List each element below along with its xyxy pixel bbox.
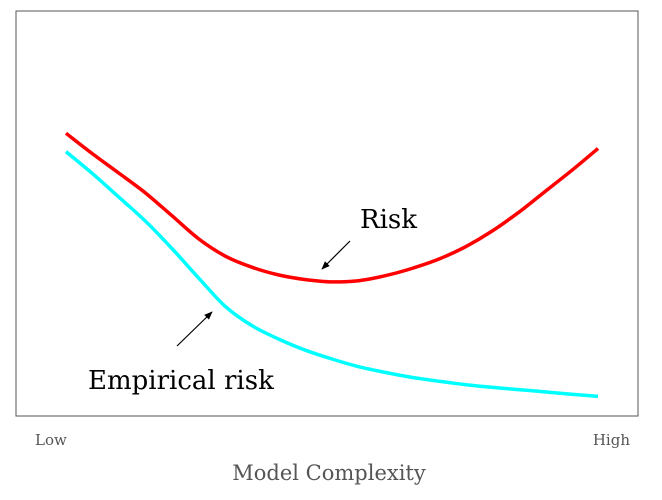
risk-annotation: Risk — [360, 205, 417, 235]
empirical-risk-annotation: Empirical risk — [88, 366, 274, 396]
series-layer — [64, 131, 600, 399]
x-axis-title: Model Complexity — [232, 461, 426, 485]
plot-frame — [15, 10, 639, 417]
empirical-risk-arrow — [176, 311, 213, 347]
x-tick-label-high: High — [593, 431, 630, 449]
risk-arrow — [321, 240, 351, 270]
x-tick-label-low: Low — [35, 431, 67, 449]
series-line-empirical-risk — [64, 150, 599, 399]
series-line-risk — [64, 131, 600, 284]
